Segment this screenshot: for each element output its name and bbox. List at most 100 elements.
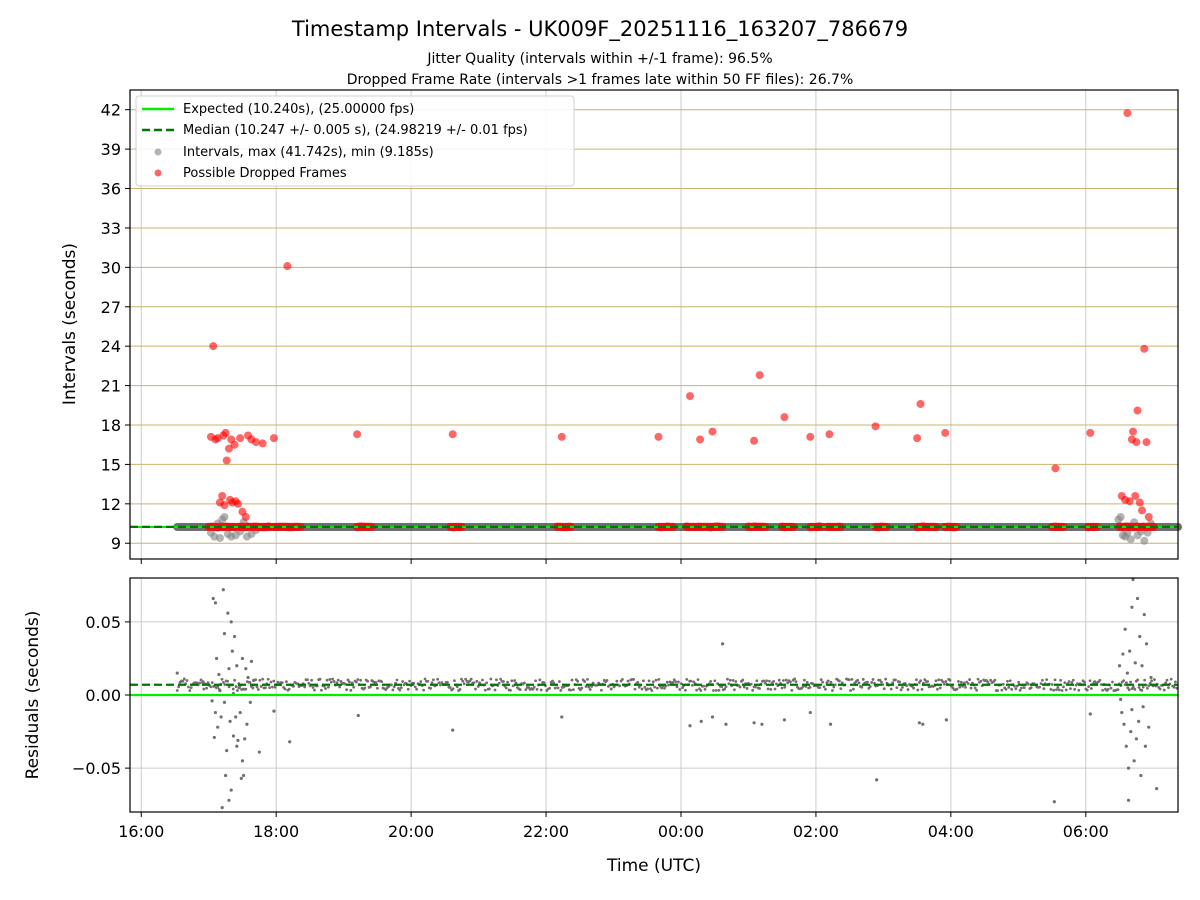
legend: Expected (10.240s), (25.00000 fps) Media… xyxy=(135,95,575,187)
residual-point xyxy=(310,678,314,682)
residual-point xyxy=(195,681,199,685)
residual-point xyxy=(216,685,220,689)
residual-point xyxy=(1020,686,1023,690)
residual-point xyxy=(474,687,477,691)
residual-point xyxy=(534,679,538,683)
residual-point xyxy=(959,680,963,684)
residual-point xyxy=(790,688,794,692)
residual-point xyxy=(742,685,746,689)
dropped-frame-point xyxy=(241,512,250,521)
dropped-frame-point xyxy=(353,430,362,439)
residual-point xyxy=(489,677,493,681)
residual-point xyxy=(891,681,895,685)
residual-point xyxy=(462,682,466,686)
residual-point xyxy=(513,679,517,682)
residual-point xyxy=(222,631,227,636)
intervals-grid xyxy=(130,90,1178,559)
residual-point xyxy=(840,681,844,685)
residual-point xyxy=(1071,678,1075,682)
residual-point xyxy=(1027,682,1030,686)
residual-point xyxy=(642,679,645,683)
residual-point xyxy=(777,678,781,682)
residual-point xyxy=(419,680,423,683)
residual-point xyxy=(560,715,564,719)
residual-point xyxy=(235,744,239,748)
residual-point xyxy=(272,709,276,713)
residual-point xyxy=(580,686,584,690)
residual-point xyxy=(244,667,248,671)
residual-point xyxy=(828,722,833,726)
residual-point xyxy=(238,710,242,715)
residual-point xyxy=(671,681,675,684)
intervals-y-tick-label: 39 xyxy=(101,140,121,159)
residual-point xyxy=(228,719,232,723)
residual-point xyxy=(390,683,393,687)
residual-point xyxy=(363,686,367,690)
residual-point xyxy=(1130,708,1134,712)
residual-point xyxy=(285,680,288,684)
residual-point xyxy=(218,689,222,693)
residual-point xyxy=(811,682,815,686)
intervals-y-tick-label: 27 xyxy=(101,298,121,317)
residual-point xyxy=(934,679,938,683)
residual-point xyxy=(1155,787,1159,791)
residual-point xyxy=(252,678,256,682)
residual-point xyxy=(871,678,875,681)
residual-point xyxy=(227,667,231,671)
residual-point xyxy=(1141,685,1145,689)
residual-point xyxy=(794,680,798,684)
residual-point xyxy=(793,677,797,681)
residual-point xyxy=(615,679,619,683)
dropped-frame-point xyxy=(557,432,566,441)
residual-point xyxy=(937,678,941,682)
residual-point xyxy=(936,687,939,691)
residual-point xyxy=(1172,685,1176,689)
residual-point xyxy=(374,680,378,684)
residual-point xyxy=(231,687,235,691)
residual-point xyxy=(1129,680,1133,684)
dropped-frame-point xyxy=(1086,428,1095,437)
residual-point xyxy=(926,680,930,683)
residual-point xyxy=(969,686,973,690)
residual-point xyxy=(472,681,476,685)
residual-point xyxy=(244,687,248,691)
residual-point xyxy=(1147,684,1151,688)
residual-point xyxy=(552,681,556,685)
residual-point xyxy=(943,682,946,686)
residual-point xyxy=(651,680,655,684)
residual-point xyxy=(808,710,812,715)
residual-point xyxy=(734,680,738,683)
residual-point xyxy=(1124,744,1128,748)
residual-point xyxy=(996,689,1000,692)
dropped-frame-point xyxy=(806,432,815,441)
residual-point xyxy=(232,634,237,639)
residual-point xyxy=(349,688,353,692)
residual-point xyxy=(1126,686,1130,690)
residual-point xyxy=(249,659,254,663)
residual-point xyxy=(230,649,234,653)
residual-point xyxy=(548,686,552,690)
residual-point xyxy=(451,687,455,691)
residual-point xyxy=(868,685,872,688)
residual-point xyxy=(1150,679,1154,683)
dropped-frame-point xyxy=(750,436,759,445)
residual-point xyxy=(497,681,501,685)
residual-point xyxy=(852,687,855,691)
residual-point xyxy=(1141,705,1145,709)
residual-point xyxy=(958,685,962,689)
residual-point xyxy=(429,686,433,690)
residual-point xyxy=(1109,686,1113,690)
residual-point xyxy=(881,683,885,686)
residual-point xyxy=(609,687,613,691)
residual-point xyxy=(752,721,756,725)
residual-point xyxy=(1083,680,1086,684)
residual-point xyxy=(654,678,658,682)
residual-point xyxy=(919,679,923,683)
residual-point xyxy=(257,750,261,754)
residual-point xyxy=(211,596,215,601)
residual-point xyxy=(1119,697,1123,701)
residual-point xyxy=(875,778,879,782)
residual-point xyxy=(587,685,591,689)
residual-point xyxy=(861,677,865,681)
